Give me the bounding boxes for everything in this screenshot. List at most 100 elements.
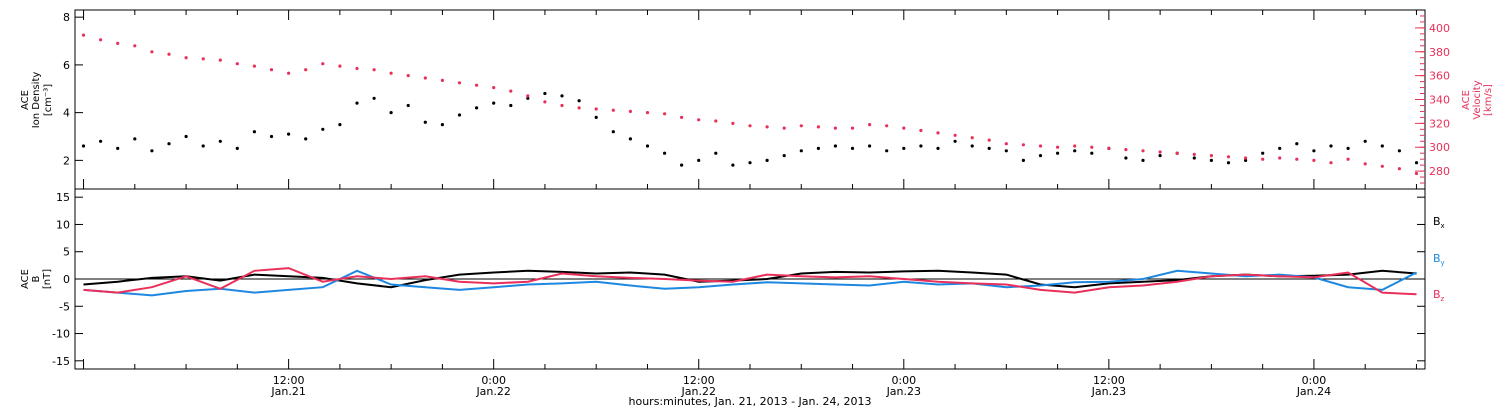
x-tick-label-date: Jan.23	[1091, 385, 1126, 398]
x-tick-label-time: 12:00	[1093, 374, 1125, 387]
density-point	[543, 91, 547, 96]
legend: Bx By Bz	[1433, 215, 1445, 303]
velocity-point	[526, 94, 530, 98]
x-tick-label-date: Jan.21	[270, 385, 305, 398]
density-point	[663, 151, 667, 155]
density-point	[1380, 144, 1384, 148]
x-tick-label-date: Jan.22	[681, 385, 716, 398]
x-tick-label-time: 12:00	[273, 374, 305, 387]
velocity-point	[936, 131, 940, 135]
velocity-point	[1261, 157, 1265, 161]
x-axis-title: hours:minutes, Jan. 21, 2013 - Jan. 24, …	[629, 395, 872, 408]
density-point	[748, 161, 752, 165]
velocity-point	[338, 64, 342, 68]
density-point	[1056, 151, 1060, 155]
velocity-point	[116, 41, 120, 46]
velocity-point	[235, 62, 239, 66]
velocity-point	[543, 100, 547, 104]
velocity-point	[440, 78, 444, 82]
bottom-left-tick-label: 10	[56, 218, 70, 231]
legend-by: By	[1433, 252, 1445, 267]
velocity-point	[287, 71, 291, 75]
bottom-left-title-line3: [nT]	[42, 269, 53, 289]
density-point	[1004, 149, 1008, 153]
top-left-title-line3: [cm⁻³]	[43, 84, 54, 116]
velocity-point	[850, 126, 855, 130]
top-right-tick-label: 360	[1429, 70, 1450, 83]
density-point	[99, 139, 103, 143]
velocity-point	[1107, 146, 1111, 150]
velocity-point	[816, 125, 821, 129]
x-tick-label-date: Jan.22	[475, 385, 510, 398]
velocity-point	[765, 125, 769, 129]
density-point	[81, 144, 86, 148]
velocity-point	[252, 64, 256, 68]
density-point	[218, 139, 222, 143]
density-point	[492, 101, 496, 105]
density-point	[970, 144, 974, 148]
density-point	[953, 139, 957, 143]
x-tick-label-date: Jan.23	[886, 385, 921, 398]
velocity-point	[833, 126, 838, 130]
density-point	[645, 144, 650, 148]
top-right-title-line1: ACE	[1461, 90, 1472, 110]
density-point	[304, 137, 308, 141]
density-point	[406, 103, 410, 108]
velocity-point	[919, 128, 923, 133]
density-point	[1073, 149, 1077, 153]
velocity-point	[1346, 157, 1350, 161]
velocity-point	[1380, 164, 1384, 168]
x-tick-label-date: Jan.24	[1296, 385, 1331, 398]
velocity-point	[184, 56, 188, 60]
bottom-left-tick-label: 15	[56, 191, 70, 204]
bottom-left-title-line1: ACE	[20, 269, 31, 289]
velocity-point	[1158, 150, 1162, 154]
x-tick-label-time: 0:00	[481, 374, 506, 387]
velocity-point	[133, 44, 137, 48]
density-point	[628, 137, 633, 141]
density-point	[765, 158, 769, 162]
velocity-point	[885, 124, 889, 128]
density-point	[594, 115, 598, 119]
velocity-point	[81, 33, 86, 37]
velocity-point	[680, 115, 684, 119]
velocity-point	[1414, 171, 1419, 176]
velocity-point	[1329, 161, 1333, 165]
density-point	[1192, 156, 1196, 160]
velocity-point	[150, 50, 154, 54]
density-point	[560, 94, 564, 98]
density-point	[1141, 158, 1145, 162]
velocity-point	[1226, 155, 1231, 159]
density-point	[1329, 144, 1333, 148]
velocity-point	[594, 107, 598, 111]
velocity-point	[1312, 158, 1316, 162]
velocity-point	[167, 52, 171, 56]
series-by-line	[83, 269, 1417, 297]
density-point	[526, 96, 530, 100]
velocity-point	[953, 133, 957, 137]
density-point	[850, 146, 855, 150]
density-point	[338, 123, 342, 127]
velocity-point	[1363, 162, 1367, 166]
bottom-left-tick-label: 5	[63, 246, 70, 259]
velocity-point	[1209, 154, 1213, 158]
velocity-point	[201, 57, 205, 61]
density-point	[287, 132, 291, 136]
density-point	[372, 96, 376, 100]
velocity-point	[970, 136, 974, 140]
velocity-point	[1192, 152, 1196, 156]
density-point	[902, 146, 906, 150]
velocity-point	[1073, 144, 1077, 148]
density-point	[833, 144, 838, 148]
density-point	[1295, 142, 1299, 146]
top-left-title-line1: ACE	[20, 90, 31, 110]
bottom-left-title-line2: B	[31, 275, 42, 282]
legend-bz: Bz	[1433, 288, 1445, 303]
density-point	[1278, 146, 1282, 150]
density-point	[1397, 149, 1401, 153]
density-point	[235, 146, 239, 150]
density-point	[868, 144, 872, 148]
velocity-point	[1038, 144, 1043, 148]
velocity-point	[1397, 167, 1401, 171]
